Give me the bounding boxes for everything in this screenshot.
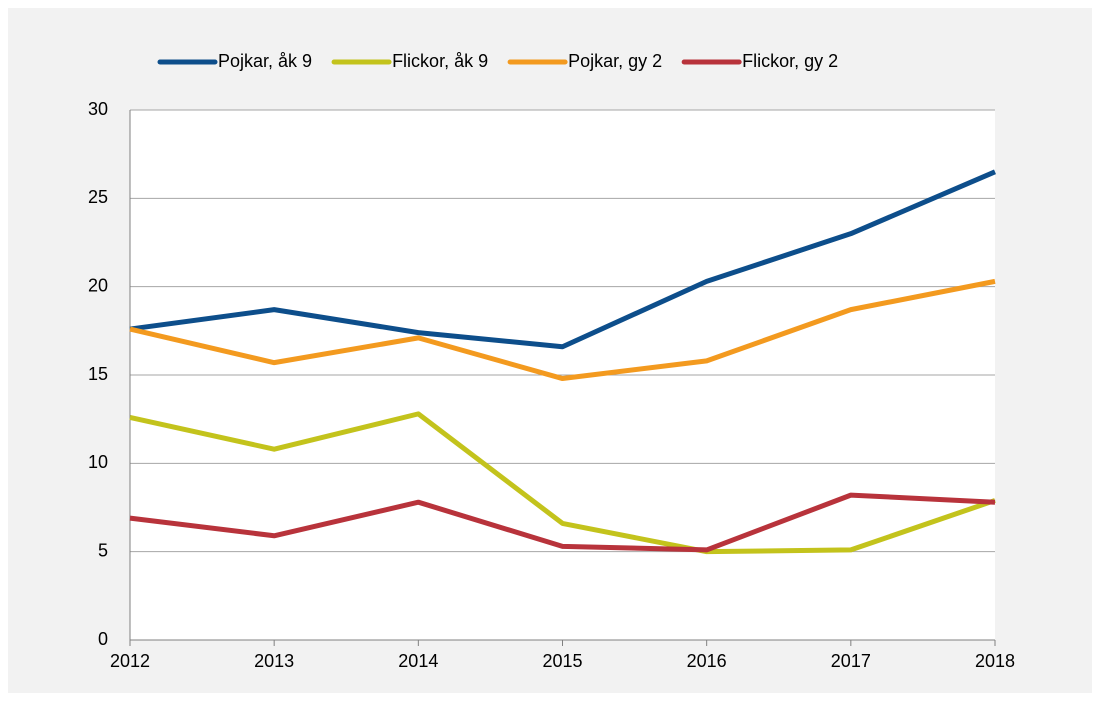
x-tick-label: 2015 [542,651,582,671]
y-tick-label: 0 [98,629,108,649]
series-line [129,169,996,350]
legend-label: Pojkar, åk 9 [218,51,312,71]
y-tick-label: 20 [88,275,108,295]
legend-label: Flickor, gy 2 [742,51,838,71]
x-tick-label: 2013 [254,651,294,671]
y-tick-label: 15 [88,364,108,384]
x-tick-label: 2014 [398,651,438,671]
y-tick-label: 10 [88,452,108,472]
x-tick-label: 2016 [687,651,727,671]
x-tick-label: 2012 [110,651,150,671]
x-tick-label: 2017 [831,651,871,671]
y-tick-label: 5 [98,540,108,560]
y-tick-label: 25 [88,187,108,207]
legend-label: Pojkar, gy 2 [568,51,662,71]
y-tick-label: 30 [88,99,108,119]
x-tick-label: 2018 [975,651,1015,671]
series-line [129,492,996,553]
series-line [129,411,996,555]
legend-label: Flickor, åk 9 [392,51,488,71]
series-line [129,278,996,382]
